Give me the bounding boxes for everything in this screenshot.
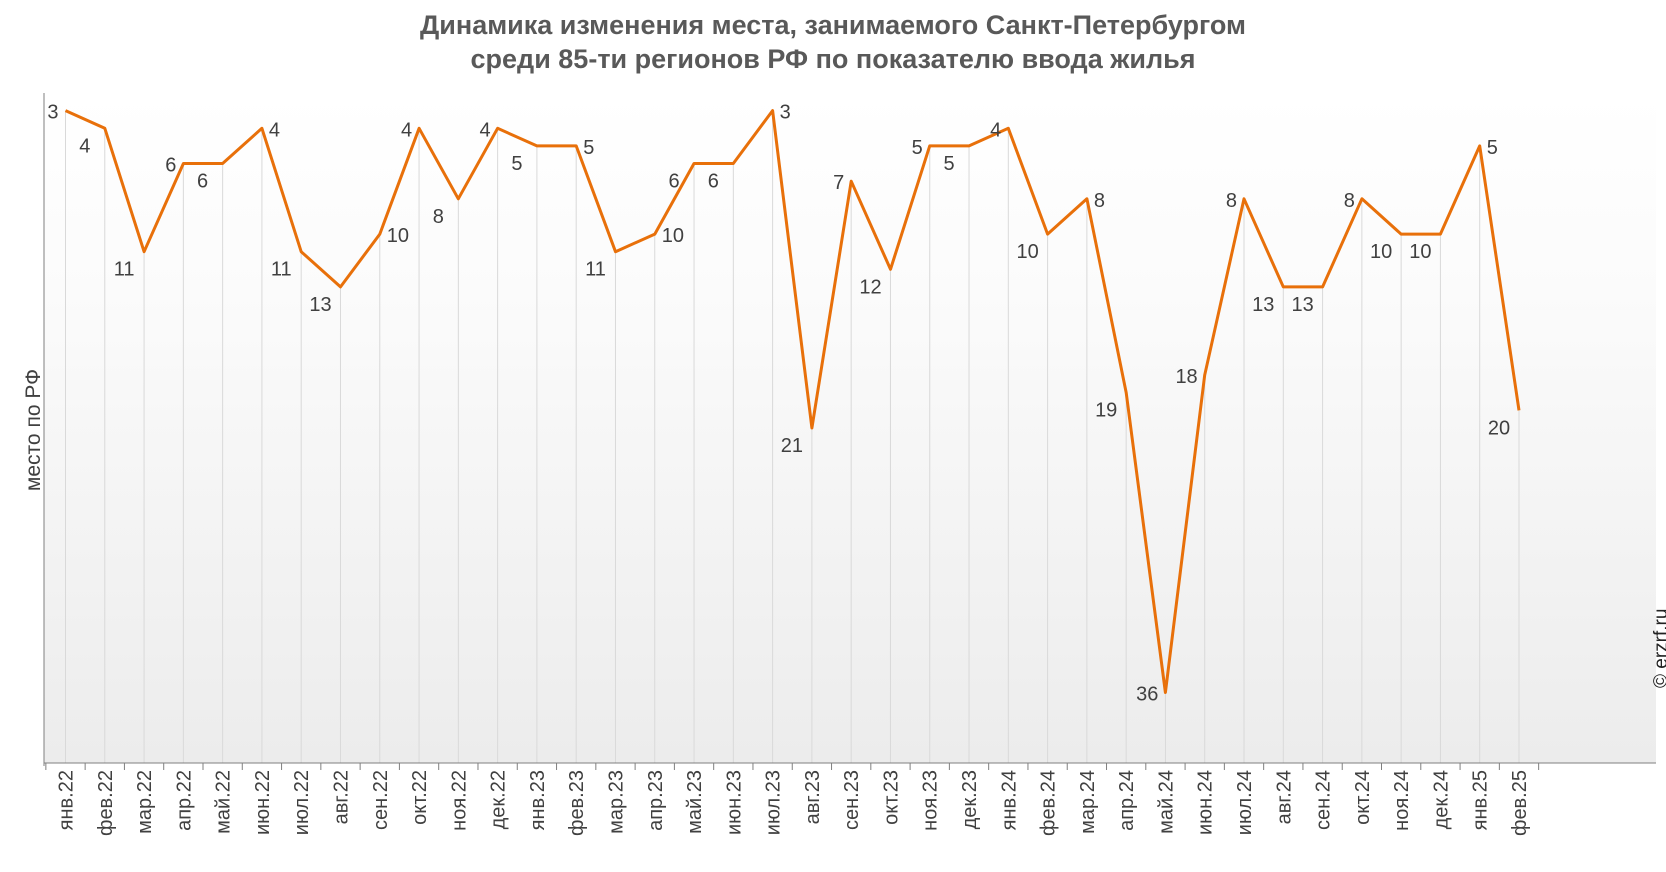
data-label: 10 [1016, 241, 1038, 263]
x-tick-label: май.24 [1155, 770, 1177, 834]
x-tick-label: апр.23 [645, 770, 667, 831]
credit-text: © erzrf.ru [1651, 608, 1666, 688]
data-label: 11 [585, 259, 606, 281]
data-label: 10 [1409, 241, 1431, 263]
x-tick-label: дек.24 [1430, 770, 1452, 829]
data-label: 4 [401, 119, 412, 141]
data-label: 4 [479, 119, 490, 141]
x-tick-label: янв.24 [998, 770, 1020, 830]
data-label: 8 [1094, 190, 1105, 212]
x-tick-label: мар.23 [606, 770, 628, 834]
data-label: 13 [1252, 294, 1274, 316]
data-label: 6 [165, 155, 176, 177]
data-label: 5 [912, 137, 923, 159]
data-label: 13 [1291, 294, 1313, 316]
y-axis-label: место по РФ [22, 369, 45, 491]
data-label: 6 [668, 171, 679, 193]
chart-title-line-1: Динамика изменения места, занимаемого Са… [420, 10, 1246, 40]
data-label: 20 [1488, 417, 1510, 439]
data-label: 5 [511, 153, 522, 175]
x-tick-label: июн.23 [723, 770, 745, 835]
x-tick-label: фев.24 [1038, 770, 1060, 836]
data-label: 5 [1487, 137, 1498, 159]
x-tick-label: май.23 [684, 770, 706, 834]
data-label: 5 [583, 137, 594, 159]
x-tick-label: ноя.24 [1391, 770, 1413, 831]
data-label: 4 [79, 135, 90, 157]
plot-area [44, 93, 1656, 763]
x-tick-label: сен.22 [370, 770, 392, 830]
x-tick-label: июн.24 [1195, 770, 1217, 835]
x-tick-label: янв.23 [527, 770, 549, 830]
series-line [64, 109, 1521, 694]
x-tick-label: авг.22 [331, 770, 353, 824]
data-label: 3 [47, 102, 58, 124]
data-label: 6 [197, 171, 208, 193]
data-label: 7 [833, 172, 844, 194]
x-tick-label: апр.22 [173, 770, 195, 831]
grid-lines [65, 110, 1520, 763]
x-tick-label: сен.23 [841, 770, 863, 830]
data-label: 19 [1095, 400, 1117, 422]
x-tick-label: фев.23 [566, 770, 588, 836]
x-tick-label: дек.23 [959, 770, 981, 829]
data-label: 6 [708, 171, 719, 193]
x-tick-label: авг.23 [802, 770, 824, 824]
x-tick-label: окт.23 [881, 770, 903, 825]
x-tick-labels: янв.22 фев.22 мар.22 апр.22 май.22 июн.22 июл.… [56, 770, 1532, 836]
data-label: 5 [943, 153, 954, 175]
data-label: 8 [433, 206, 444, 228]
data-label: 10 [662, 225, 684, 247]
chart-title: Динамика изменения места, занимаемого Са… [0, 8, 1666, 76]
data-label: 8 [1344, 190, 1355, 212]
x-tick-label: окт.22 [409, 770, 431, 825]
x-tick-label: ноя.23 [920, 770, 942, 831]
data-label: 3 [780, 102, 791, 124]
x-tick-label: май.22 [213, 770, 235, 834]
data-label: 10 [1370, 241, 1392, 263]
data-label: 13 [309, 294, 331, 316]
x-tick-label: апр.24 [1116, 770, 1138, 831]
x-tick-label: ноя.22 [448, 770, 470, 831]
x-ticks [45, 763, 1540, 770]
data-label: 11 [114, 259, 135, 281]
data-label: 4 [269, 119, 280, 141]
data-label: 36 [1136, 684, 1158, 706]
data-label: 21 [781, 435, 803, 457]
x-tick-label: сен.24 [1313, 770, 1335, 830]
x-tick-label: янв.25 [1470, 770, 1492, 830]
data-label: 12 [859, 276, 881, 298]
x-tick-label: июн.22 [252, 770, 274, 835]
x-tick-label: июл.24 [1234, 770, 1256, 835]
x-tick-label: окт.24 [1352, 770, 1374, 825]
data-label: 4 [990, 119, 1001, 141]
x-tick-label: дек.22 [488, 770, 510, 829]
data-label: 10 [387, 225, 409, 247]
x-tick-label: мар.24 [1077, 770, 1099, 834]
x-tick-label: фев.22 [95, 770, 117, 836]
x-tick-label: авг.24 [1273, 770, 1295, 824]
x-tick-label: июл.23 [763, 770, 785, 835]
x-tick-label: мар.22 [134, 770, 156, 834]
data-label: 8 [1226, 190, 1237, 212]
x-tick-label: янв.22 [56, 770, 78, 830]
data-label: 11 [271, 259, 292, 281]
data-label: 18 [1175, 366, 1197, 388]
x-tick-label: июл.22 [291, 770, 313, 835]
chart-title-line-2: среди 85-ти регионов РФ по показателю вв… [470, 44, 1196, 74]
x-tick-label: фев.25 [1509, 770, 1531, 836]
